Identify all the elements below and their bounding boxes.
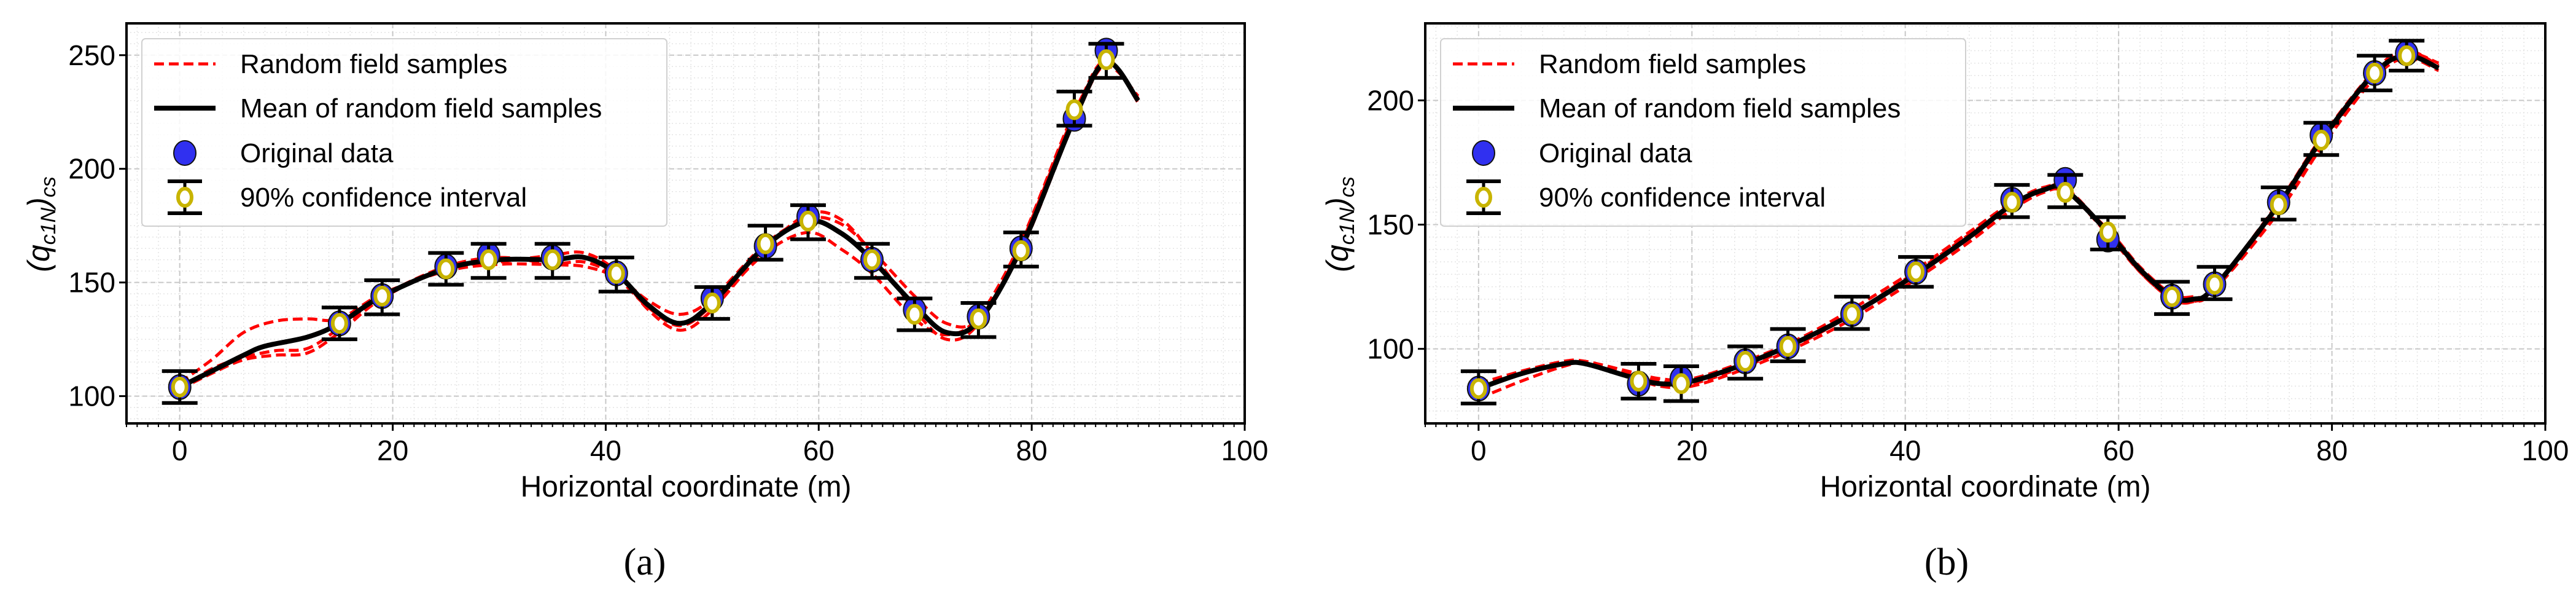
ci-center-marker <box>437 258 455 280</box>
legend-box <box>1440 38 1966 227</box>
ci-center-marker <box>2163 286 2181 307</box>
x-tick-label: 100 <box>1221 434 1269 466</box>
axes-frame <box>1424 22 2547 425</box>
ci-center-marker <box>373 285 391 307</box>
y-tick-label: 100 <box>68 380 115 412</box>
ci-center-marker <box>2206 273 2224 295</box>
ci-center-marker <box>1779 336 1797 357</box>
ci-center-marker <box>1843 304 1861 325</box>
ci-center-marker <box>1907 261 1925 283</box>
ci-center-marker <box>1097 49 1115 71</box>
ci-center-marker <box>171 376 189 398</box>
ci-center-marker <box>2270 194 2287 216</box>
ci-center-marker <box>2366 62 2384 84</box>
legend-label: Original data <box>240 138 394 168</box>
legend-label: Mean of random field samples <box>1539 93 1901 124</box>
x-tick-label: 80 <box>1016 434 1048 466</box>
y-tick-label: 100 <box>1367 333 1414 365</box>
legend-box <box>141 38 667 227</box>
y-tick-label: 250 <box>68 39 115 71</box>
x-axis-label: Horizontal coordinate (m) <box>1820 471 2151 503</box>
y-axis-label: (qc1N)cs <box>1320 176 1359 272</box>
ci-center-marker <box>2057 181 2074 203</box>
legend-label: Original data <box>1539 138 1692 168</box>
y-tick-label: 150 <box>1367 209 1414 241</box>
ci-center-marker <box>1737 350 1754 372</box>
legend-label: 90% confidence interval <box>1539 183 1826 213</box>
ci-center-marker <box>2398 45 2416 66</box>
panel-label: (a) <box>624 541 666 583</box>
x-tick-label: 20 <box>377 434 408 466</box>
y-tick-label: 200 <box>1367 84 1414 116</box>
x-tick-label: 40 <box>590 434 621 466</box>
ci-center-marker <box>863 249 881 270</box>
x-tick-label: 20 <box>1676 434 1708 466</box>
ci-center-marker <box>757 233 774 254</box>
ci-center-marker <box>480 249 497 270</box>
legend-label: 90% confidence interval <box>240 183 527 213</box>
ci-center-marker <box>1672 373 1690 395</box>
ci-center-marker <box>330 313 348 334</box>
legend-ci-marker <box>1475 187 1492 208</box>
ci-center-marker <box>1065 99 1083 120</box>
ci-center-marker <box>1469 378 1487 399</box>
ci-center-marker <box>543 249 561 270</box>
ci-center-marker <box>1012 240 1030 261</box>
x-tick-label: 0 <box>1471 434 1487 466</box>
ci-center-marker <box>1630 371 1648 392</box>
legend-ci-marker <box>176 187 193 208</box>
ci-center-marker <box>2313 130 2330 151</box>
x-tick-label: 60 <box>803 434 835 466</box>
x-tick-label: 0 <box>172 434 188 466</box>
y-tick-label: 150 <box>68 267 115 299</box>
legend-label: Random field samples <box>1539 49 1806 79</box>
plot-area: 0 20 40 60 80 100 100 150 200 250 Random field sam… <box>68 22 1269 466</box>
ci-center-marker <box>906 304 924 325</box>
legend-label: Random field samples <box>240 49 507 79</box>
ci-center-marker <box>970 308 987 329</box>
chart-b: 0 20 40 60 80 100 100 150 200 Random field sample… <box>1320 22 2569 583</box>
legend-label: Mean of random field samples <box>240 93 602 124</box>
panel-label: (b) <box>1924 541 1969 583</box>
legend-original-swatch <box>1472 140 1495 166</box>
x-axis-label: Horizontal coordinate (m) <box>521 471 852 503</box>
legend: Random field samples Mean of random field… <box>1440 38 1966 227</box>
ci-center-marker <box>799 210 817 232</box>
ci-center-marker <box>2003 192 2021 213</box>
chart-a: 0 20 40 60 80 100 100 150 200 250 Random field sam… <box>21 22 1269 583</box>
y-axis-label: (qc1N)cs <box>21 176 60 272</box>
ci-center-marker <box>607 262 625 284</box>
ci-center-marker <box>703 292 721 313</box>
legend-original-swatch <box>173 140 197 166</box>
plot-area: 0 20 40 60 80 100 100 150 200 Random field sample… <box>1367 22 2569 466</box>
legend: Random field samples Mean of random field… <box>141 38 667 227</box>
x-tick-label: 40 <box>1889 434 1921 466</box>
x-tick-label: 100 <box>2522 434 2569 466</box>
x-tick-label: 60 <box>2103 434 2134 466</box>
x-tick-label: 80 <box>2316 434 2348 466</box>
axes-frame <box>125 22 1246 425</box>
ci-center-marker <box>2099 221 2117 243</box>
y-tick-label: 200 <box>68 153 115 185</box>
